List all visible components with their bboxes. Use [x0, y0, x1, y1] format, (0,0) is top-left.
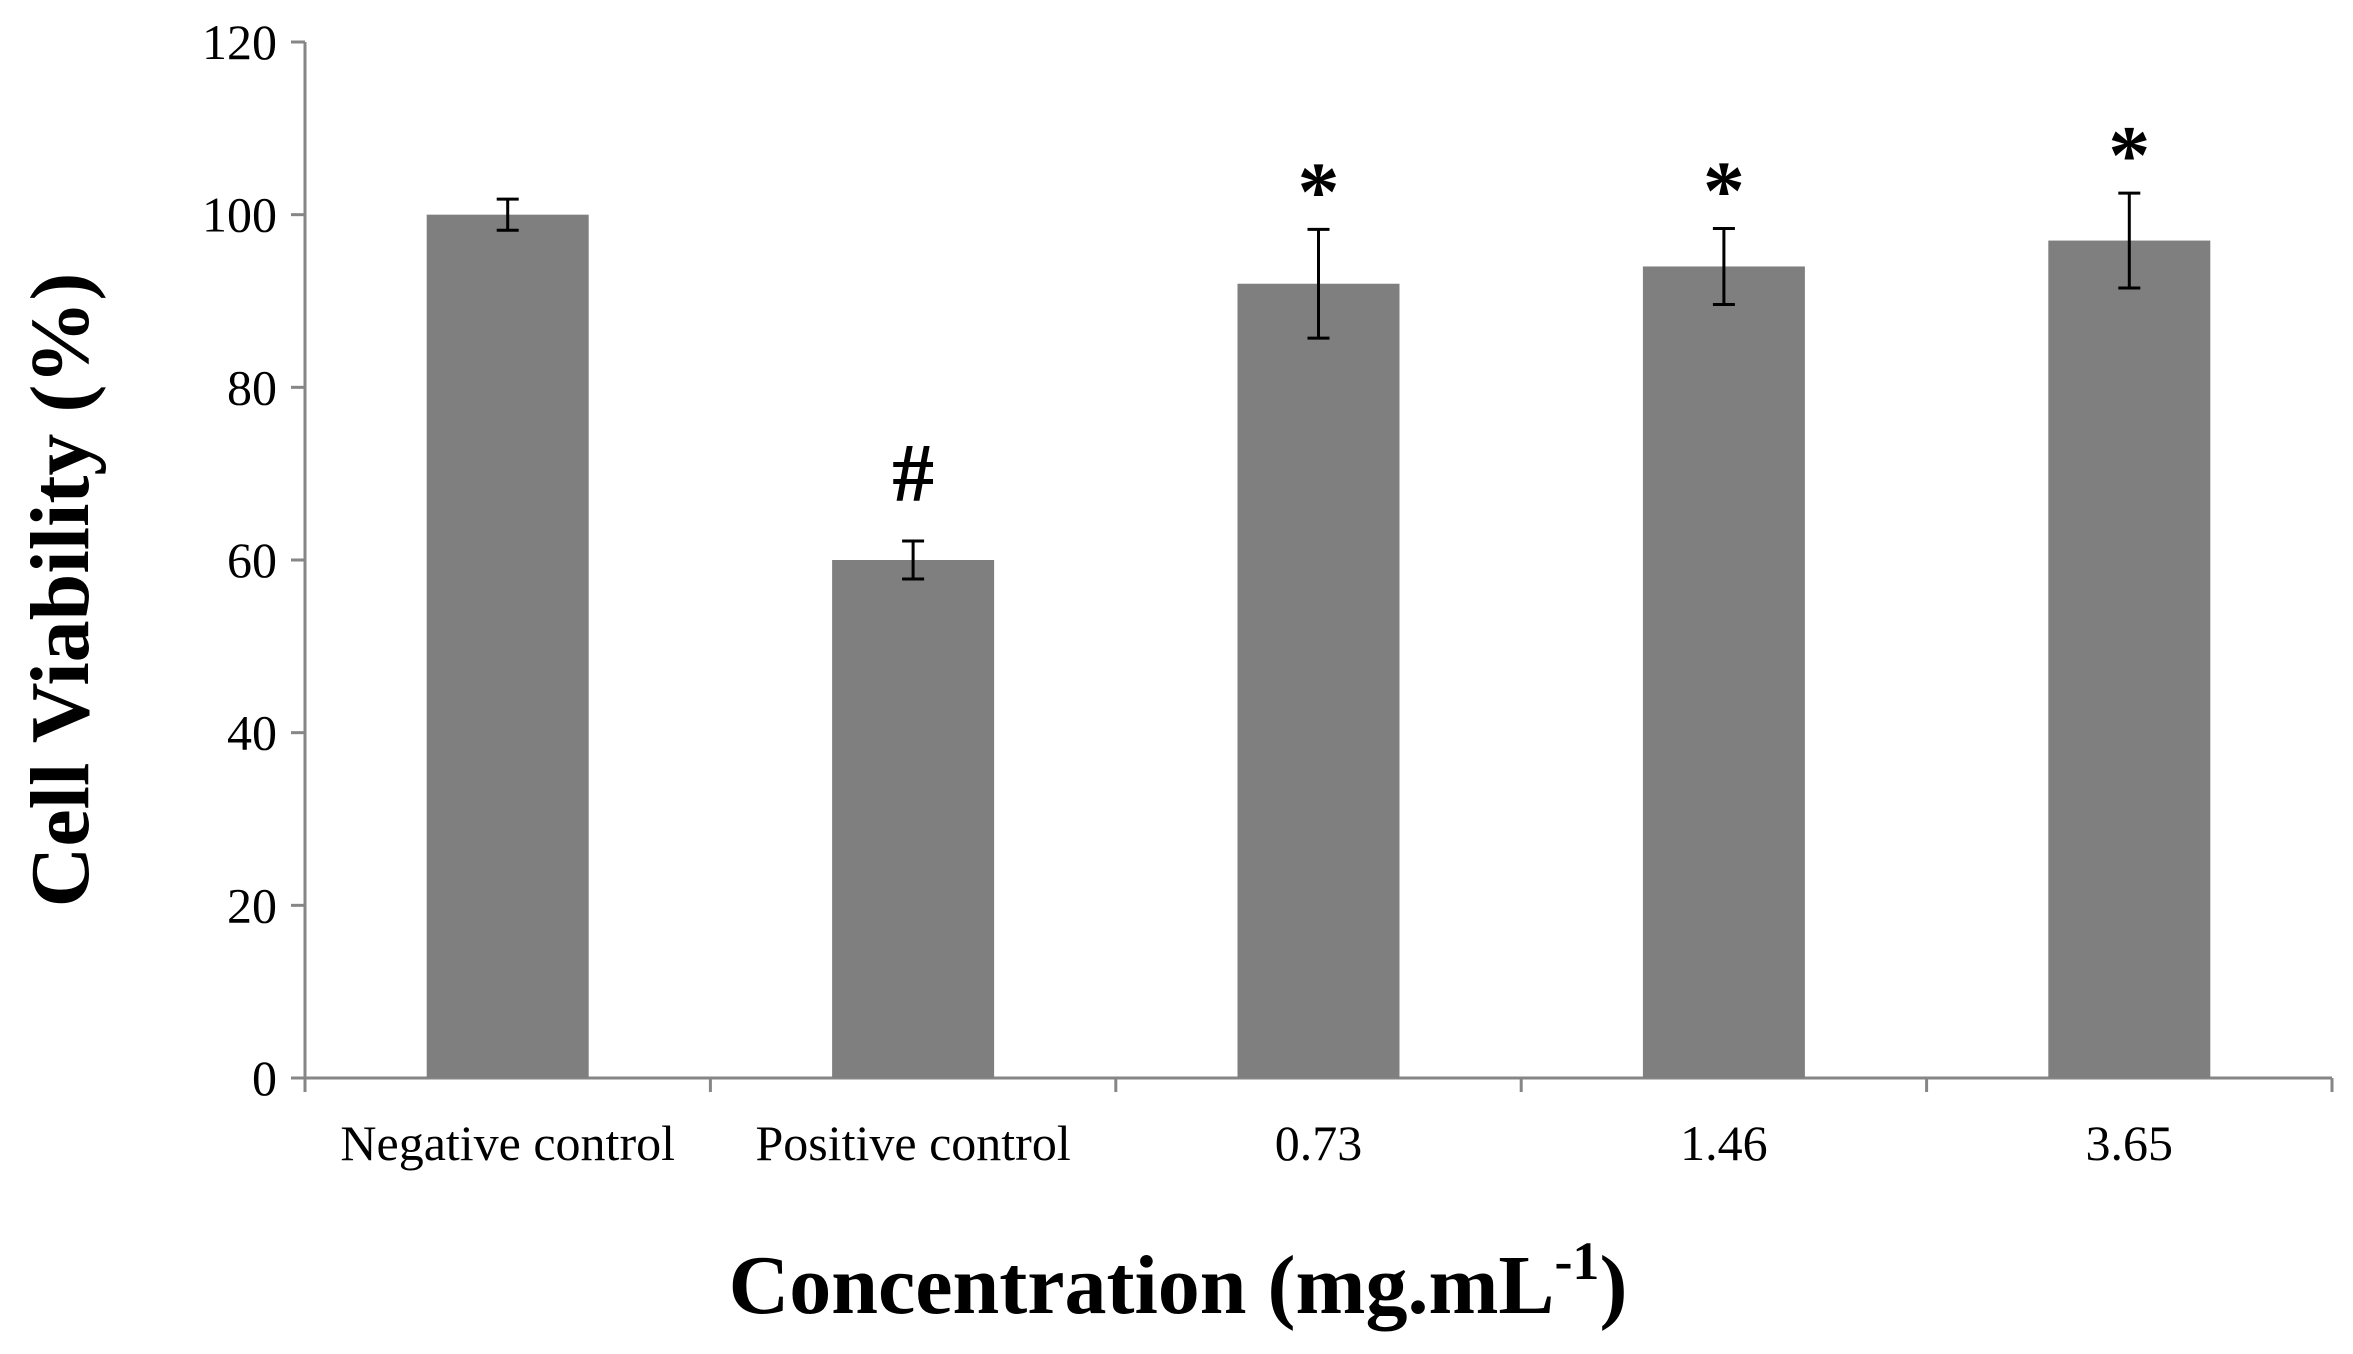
y-tick-label: 0: [252, 1050, 277, 1106]
x-axis-title: Concentration (mg.mL-1): [729, 1231, 1628, 1332]
x-axis-title-main: Concentration (mg.mL: [729, 1239, 1555, 1332]
x-axis-title-superscript: -1: [1554, 1231, 1599, 1291]
bar: [1642, 266, 1805, 1078]
y-tick-label: 20: [227, 877, 277, 933]
significance-marker: *: [1703, 144, 1745, 237]
bar: [1237, 283, 1400, 1078]
significance-marker: *: [2108, 109, 2150, 202]
significance-marker: *: [1298, 145, 1340, 238]
plot-area: 0 20 40 60 80 100 120 Negative control Positive …: [202, 14, 2334, 1171]
significance-marker: #: [892, 427, 934, 520]
x-axis-title-close: ): [1599, 1239, 1627, 1332]
y-tick-label: 80: [227, 359, 277, 415]
x-tick-label: 1.46: [1680, 1115, 1768, 1171]
bar: [2048, 240, 2211, 1079]
x-tick-label: 3.65: [2086, 1115, 2174, 1171]
y-tick-label: 40: [227, 705, 277, 761]
x-tick-label: Negative control: [340, 1115, 675, 1171]
bar: [832, 560, 995, 1078]
y-tick-label: 100: [202, 187, 277, 243]
bar: [426, 214, 589, 1078]
y-tick-label: 120: [202, 14, 277, 70]
x-tick-label: 0.73: [1275, 1115, 1363, 1171]
y-axis-title: Cell Viability (%): [14, 273, 107, 908]
x-tick-label: Positive control: [755, 1115, 1070, 1171]
y-tick-label: 60: [227, 532, 277, 588]
